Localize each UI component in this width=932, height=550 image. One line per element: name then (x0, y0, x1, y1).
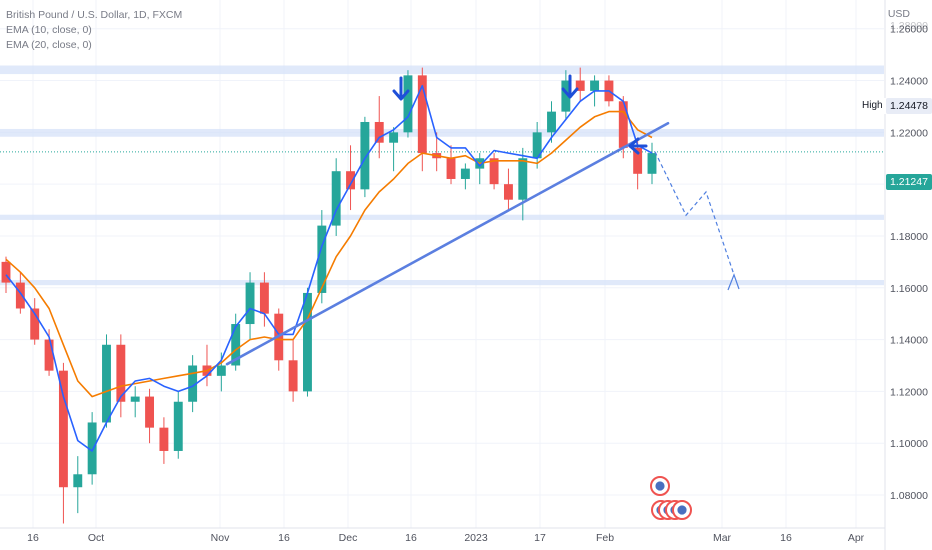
x-tick-label: Mar (713, 532, 732, 544)
candle-up (532, 132, 542, 159)
candle-down (446, 158, 456, 179)
projection-arrowhead (727, 273, 740, 291)
chart-grid (0, 0, 884, 528)
candle-up (389, 132, 399, 143)
candle-up (87, 422, 97, 475)
candle-down (489, 158, 499, 185)
candle-down (618, 101, 628, 148)
last-price-tag: 1.21247 (886, 174, 932, 190)
y-tick-label: 1.28000 (890, 20, 928, 32)
projection-path (654, 151, 735, 276)
candle-down (159, 427, 169, 451)
candle-up (188, 365, 198, 402)
candle-up (460, 168, 470, 179)
candle-up (216, 365, 226, 376)
ema10-line (5, 84, 653, 452)
candle-up (73, 474, 83, 488)
x-tick-label: 17 (534, 532, 546, 544)
candle-up (360, 121, 370, 190)
down-arrow-1-head (392, 89, 410, 101)
candle-up (102, 344, 111, 423)
candle-up (647, 153, 657, 174)
candle-down (288, 360, 298, 392)
candle-up (331, 171, 341, 226)
candle-up (590, 80, 600, 91)
candle-down (15, 282, 25, 309)
ema10-legend[interactable]: EMA (10, close, 0) (6, 24, 92, 36)
candle-down (145, 396, 155, 428)
y-tick-label: 1.12000 (890, 386, 928, 398)
candle-down (30, 308, 40, 340)
symbol-title[interactable]: British Pound / U.S. Dollar, 1D, FXCM (6, 9, 183, 21)
candle-up (231, 324, 241, 366)
x-tick-label: 16 (405, 532, 417, 544)
y-tick-label: 1.14000 (890, 335, 928, 347)
x-tick-label: 16 (27, 532, 39, 544)
candle-up (403, 75, 413, 133)
down-arrow-2-head (561, 87, 579, 99)
annotations (225, 74, 740, 520)
candle-down (633, 147, 643, 174)
candle-up (130, 396, 140, 402)
candle-down (58, 370, 68, 488)
x-tick-label: Feb (596, 532, 614, 544)
ema20-line (5, 110, 653, 398)
support-resistance-zone (0, 214, 884, 220)
ema-lines (5, 84, 653, 452)
candle-up (561, 80, 571, 112)
high-label: High (859, 98, 886, 114)
y-tick-label: 1.10000 (890, 438, 928, 450)
trendline (225, 121, 670, 366)
candle-down (417, 75, 427, 154)
left-arrow-head (628, 137, 640, 155)
support-resistance-zone (0, 128, 884, 137)
economic-events-icon[interactable] (650, 476, 692, 520)
high-price-tag: 1.24478 (886, 98, 932, 114)
x-tick-label: Oct (88, 532, 104, 544)
candle-down (575, 80, 585, 91)
candle-up (303, 292, 312, 392)
y-tick-label: 1.16000 (890, 283, 928, 295)
candle-down (116, 344, 126, 402)
chart-legend: British Pound / U.S. Dollar, 1D, FXCM EM… (6, 8, 182, 53)
event-flag-inner (676, 504, 688, 516)
candle-up (547, 111, 556, 133)
candle-down (1, 261, 11, 283)
x-tick-label: Nov (211, 532, 230, 544)
candle-down (44, 339, 54, 371)
horizontal-zones (0, 65, 884, 286)
candlestick-series (1, 67, 657, 524)
x-tick-label: 16 (278, 532, 290, 544)
currency-label[interactable]: USD (887, 8, 910, 20)
x-tick-label: 2023 (464, 532, 488, 544)
candle-down (346, 171, 355, 190)
candle-up (245, 282, 255, 325)
y-tick-label: 1.18000 (890, 231, 928, 243)
ema20-legend[interactable]: EMA (20, close, 0) (6, 39, 92, 51)
event-flag-inner (654, 480, 666, 492)
candle-up (317, 225, 327, 293)
y-tick-label: 1.26000 (890, 24, 928, 36)
y-tick-label: 1.22000 (890, 127, 928, 139)
price-axis[interactable]: 1.260001.240001.220001.200001.180001.160… (884, 0, 928, 550)
candle-down (503, 184, 513, 200)
x-tick-label: Apr (848, 532, 865, 544)
y-tick-label: 1.24000 (890, 76, 928, 88)
x-tick-label: Dec (339, 532, 358, 544)
y-tick-label: 1.08000 (890, 490, 928, 502)
candle-up (518, 158, 528, 200)
time-axis[interactable]: 16 Oct Nov 16 Dec 16 2023 17 Feb Mar 16 Apr (0, 527, 885, 544)
x-tick-label: 16 (780, 532, 792, 544)
candle-down (374, 121, 384, 143)
candle-down (259, 282, 269, 314)
support-resistance-zone (0, 65, 884, 75)
candle-up (173, 401, 183, 451)
support-resistance-zone (0, 280, 884, 286)
